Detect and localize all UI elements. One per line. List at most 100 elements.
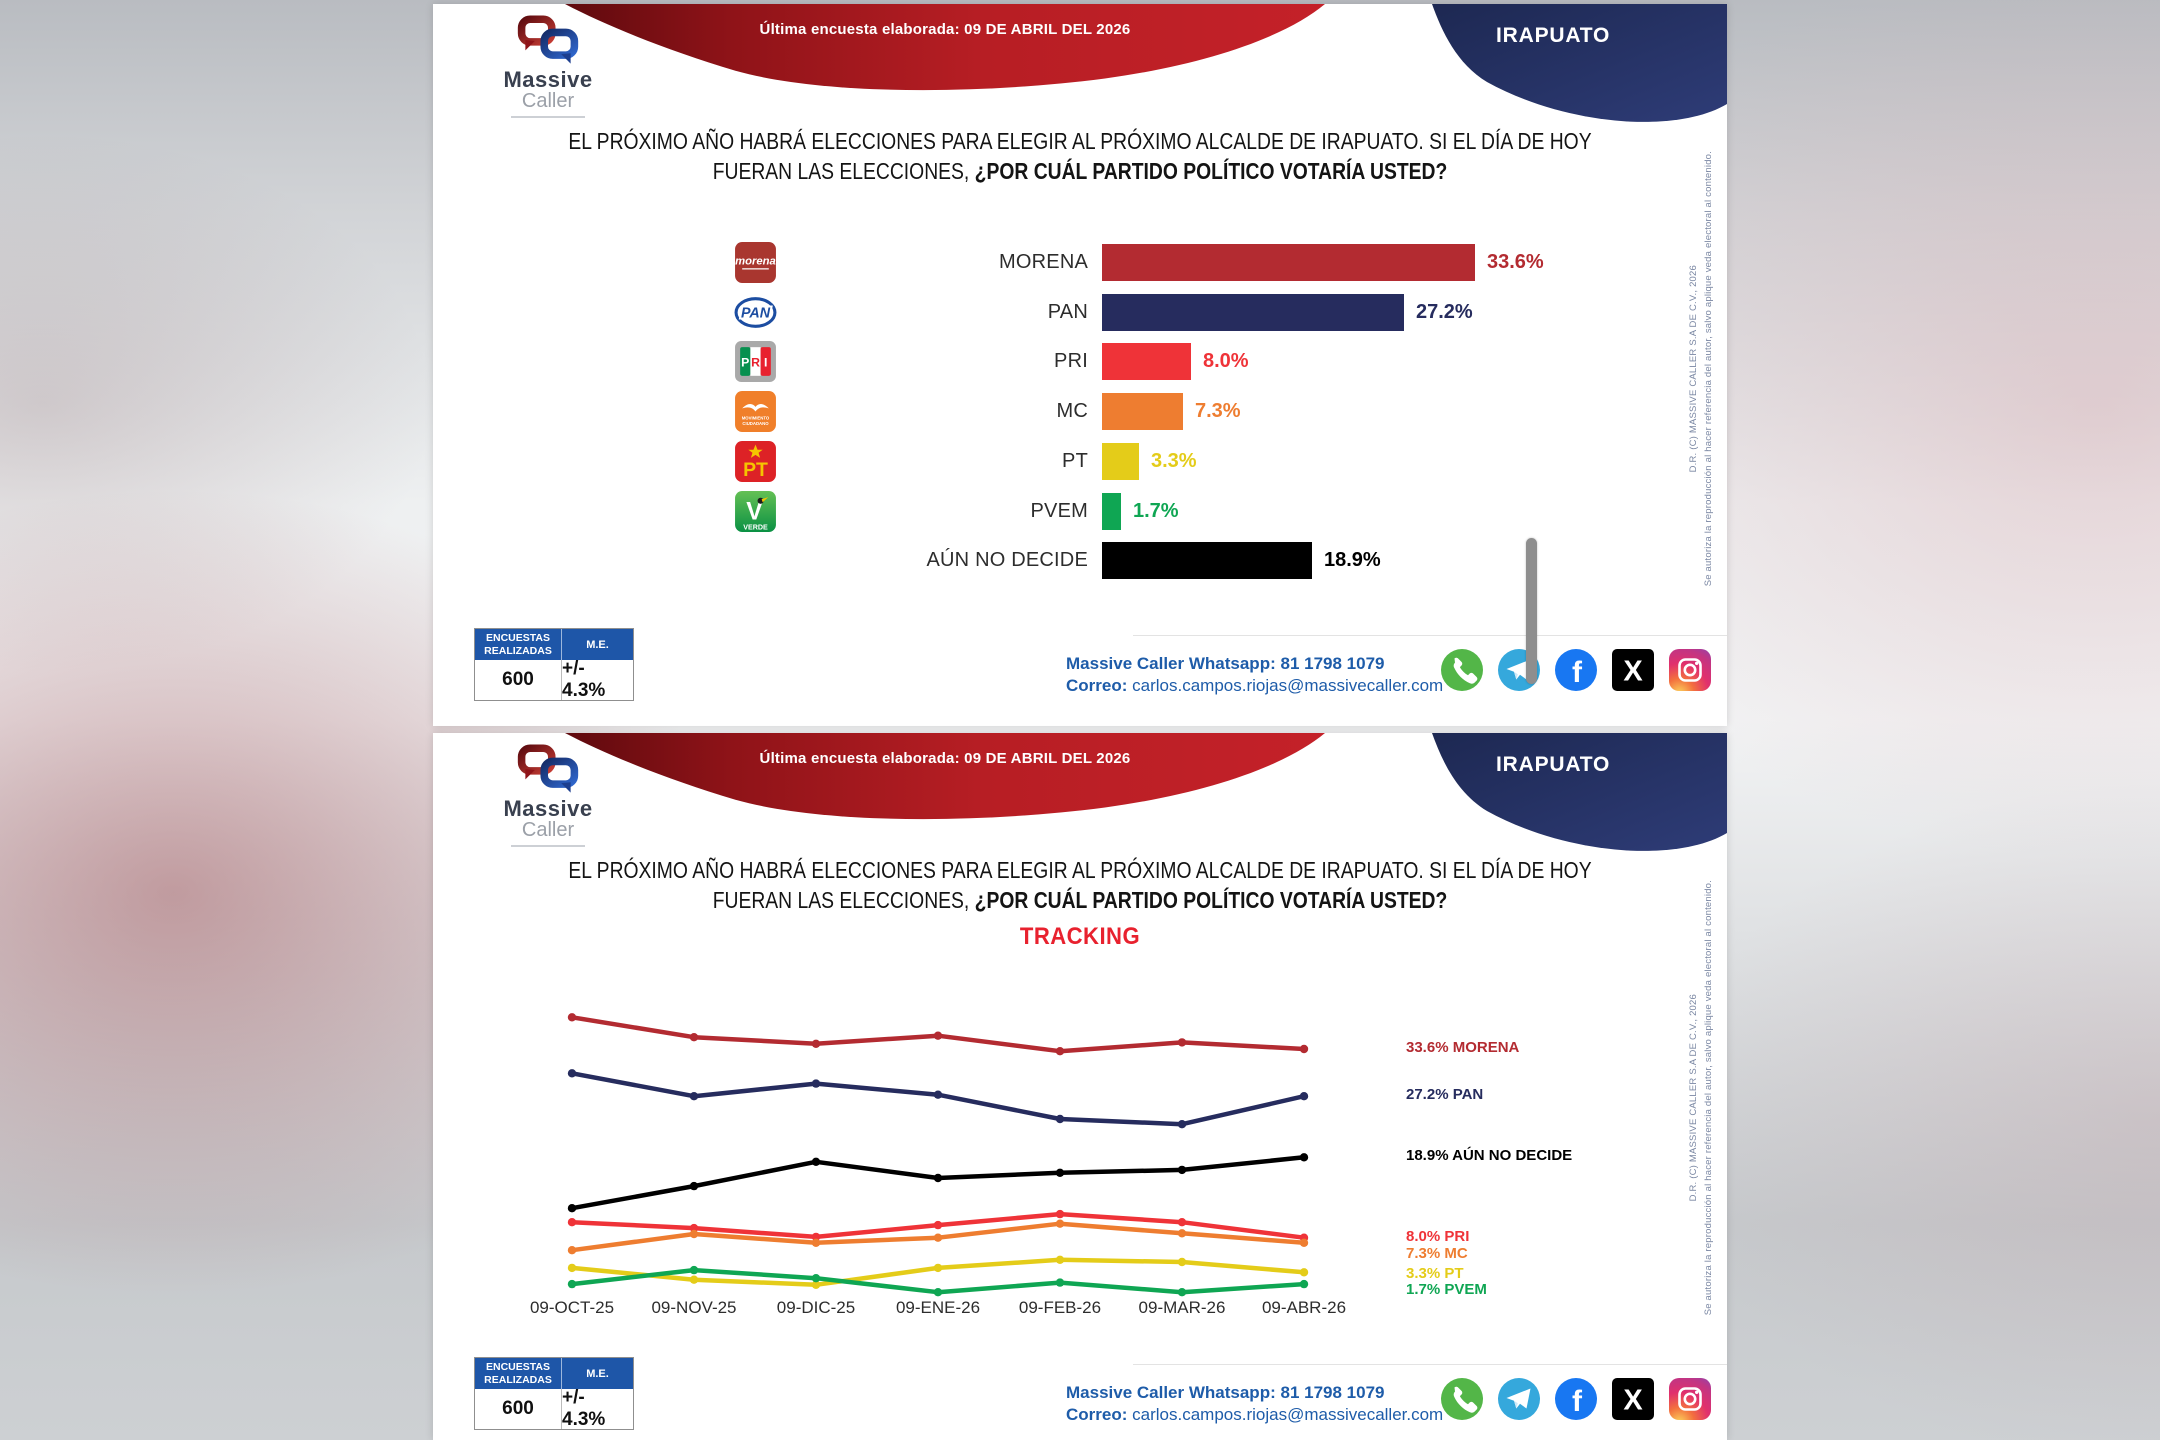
legend-item-pt: 3.3% PT <box>1406 1265 1464 1283</box>
x-axis-tick-label: 09-DIC-25 <box>776 1298 856 1317</box>
whatsapp-number: 81 1798 1079 <box>1280 654 1385 673</box>
facebook-icon[interactable]: f <box>1554 1377 1598 1421</box>
tracking-panel: Última encuesta elaborada: 09 DE ABRIL D… <box>433 733 1727 1440</box>
data-point <box>933 1288 943 1297</box>
whatsapp-number: 81 1798 1079 <box>1280 1383 1385 1402</box>
bar-value-label: 18.9% <box>1324 549 1381 572</box>
bar-row-morena: morena MORENA 33.6% <box>433 240 1727 285</box>
whatsapp-label: Massive Caller Whatsapp: <box>1066 654 1276 673</box>
instagram-icon[interactable] <box>1668 1377 1712 1421</box>
stats-table: ENCUESTAS REALIZADAS M.E. 600 +/- 4.3% <box>474 628 634 701</box>
x-axis-tick-label: 09-MAR-26 <box>1138 1298 1226 1317</box>
svg-text:P: P <box>741 356 749 370</box>
stats-col1-header: ENCUESTAS REALIZADAS <box>475 629 562 660</box>
header-blue-shape <box>1432 733 1727 851</box>
data-point <box>811 1079 821 1088</box>
data-point <box>567 1013 577 1022</box>
pan-party-logo-icon: PAN PAN <box>733 290 778 335</box>
copyright-vertical-text: D.R. (C) MASSIVE CALLER S.A DE C.V., 202… <box>1679 109 1723 629</box>
data-point <box>689 1181 699 1191</box>
email-value[interactable]: carlos.campos.riojas@massivecaller.com <box>1132 1405 1444 1424</box>
svg-text:VERDE: VERDE <box>743 523 768 531</box>
x-axis-tick-label: 09-OCT-25 <box>529 1298 615 1317</box>
poll-question-line2-prefix: FUERAN LAS ELECCIONES, <box>712 887 975 913</box>
data-point <box>1177 1165 1187 1175</box>
massive-caller-logo: Massive Caller <box>463 14 633 119</box>
line-series-aún-no-decide <box>569 1155 1307 1211</box>
data-point <box>1055 1168 1065 1177</box>
x-axis-tick-label: 09-ABR-26 <box>1261 1298 1347 1317</box>
scrollbar-thumb[interactable] <box>1526 538 1537 684</box>
bar-value-label: 8.0% <box>1203 350 1249 373</box>
bar-row-mc: MOVIMIENTO CIUDADANO MC 7.3% <box>433 389 1727 434</box>
data-point <box>689 1223 699 1233</box>
bar-category-label: PT <box>1062 449 1088 472</box>
svg-text:PT: PT <box>743 459 768 481</box>
poll-question-line1: EL PRÓXIMO AÑO HABRÁ ELECCIONES PARA ELE… <box>568 128 1592 154</box>
footer-divider <box>1133 635 1727 636</box>
bar-rect <box>1102 492 1121 530</box>
data-point <box>567 1263 577 1273</box>
tracking-line-chart <box>567 1013 1309 1297</box>
svg-text:PAN: PAN <box>741 305 771 321</box>
bar-rect <box>1102 442 1139 480</box>
facebook-icon[interactable]: f <box>1554 648 1598 692</box>
poll-question: EL PRÓXIMO AÑO HABRÁ ELECCIONES PARA ELE… <box>450 126 1710 186</box>
pvem-party-logo-icon: V VERDE <box>733 489 778 534</box>
data-point <box>1055 1209 1065 1219</box>
legend-item-morena: 33.6% MORENA <box>1406 1039 1520 1056</box>
data-point <box>1299 1268 1309 1277</box>
bar-rect <box>1102 293 1404 331</box>
copyright-vertical-text: D.R. (C) MASSIVE CALLER S.A DE C.V., 202… <box>1679 838 1723 1358</box>
svg-text:X: X <box>1623 1385 1643 1417</box>
data-point <box>1177 1288 1187 1297</box>
data-point <box>1299 1153 1309 1162</box>
bar-row-pt: PT PT 3.3% <box>433 439 1727 484</box>
legend-item-pan: 27.2% PAN <box>1406 1086 1484 1104</box>
svg-text:PAN: PAN <box>741 305 771 321</box>
bar-value-label: 3.3% <box>1151 449 1197 472</box>
location-label: IRAPUATO <box>1496 24 1611 47</box>
x-icon[interactable]: X <box>1611 648 1655 692</box>
bar-rect <box>1102 542 1312 580</box>
x-icon[interactable]: X <box>1611 1377 1655 1421</box>
data-point <box>1177 1229 1187 1238</box>
stats-table: ENCUESTAS REALIZADAS M.E. 600 +/- 4.3% <box>474 1357 634 1430</box>
contact-block: Massive Caller Whatsapp: 81 1798 1079 Co… <box>1066 1382 1443 1426</box>
poll-question-line2-prefix: FUERAN LAS ELECCIONES, <box>712 158 975 184</box>
whatsapp-icon[interactable] <box>1440 648 1484 692</box>
copyright-authorization-line: Se autoriza la reproducción al hacer ref… <box>1703 151 1714 587</box>
svg-text:CIUDADANO: CIUDADANO <box>742 421 769 426</box>
email-value[interactable]: carlos.campos.riojas@massivecaller.com <box>1132 676 1444 695</box>
svg-text:f: f <box>1572 656 1583 689</box>
data-point <box>1055 1219 1065 1228</box>
whatsapp-icon[interactable] <box>1440 1377 1484 1421</box>
stats-sample-size: 600 <box>475 1389 562 1429</box>
poll-question: EL PRÓXIMO AÑO HABRÁ ELECCIONES PARA ELE… <box>450 855 1710 915</box>
bar-row-pri: P R I PRI 8.0% <box>433 339 1727 384</box>
bar-category-label: PVEM <box>1030 499 1088 522</box>
instagram-icon[interactable] <box>1668 648 1712 692</box>
poll-results-panel: Última encuesta elaborada: 09 DE ABRIL D… <box>433 4 1727 726</box>
bar-chart: morena MORENA 33.6% PAN PAN PAN 27.2% P R I PRI 8.0… <box>433 4 1727 726</box>
bar-row-pvem: V VERDE PVEM 1.7% <box>433 489 1727 534</box>
telegram-icon[interactable] <box>1497 1377 1541 1421</box>
bar-category-label: PAN <box>1047 300 1088 323</box>
stats-sample-size: 600 <box>475 660 562 700</box>
mc-party-logo-icon: MOVIMIENTO CIUDADANO <box>733 389 778 434</box>
data-point <box>811 1157 821 1166</box>
svg-text:MOVIMIENTO: MOVIMIENTO <box>742 416 770 421</box>
data-point <box>689 1275 699 1284</box>
legend-item-pri: 8.0% PRI <box>1406 1227 1470 1245</box>
data-point <box>811 1274 821 1283</box>
data-point <box>1055 1255 1065 1264</box>
poll-question-line2-emphasis: ¿POR CUÁL PARTIDO POLÍTICO VOTARÍA USTED… <box>974 887 1448 913</box>
brand-name-top: Massive <box>503 796 593 821</box>
bar-value-label: 27.2% <box>1416 300 1473 323</box>
svg-text:f: f <box>1572 1385 1583 1418</box>
tracking-title: TRACKING <box>1019 923 1141 950</box>
data-point <box>689 1229 699 1239</box>
data-point <box>933 1173 943 1183</box>
data-point <box>1055 1114 1065 1124</box>
